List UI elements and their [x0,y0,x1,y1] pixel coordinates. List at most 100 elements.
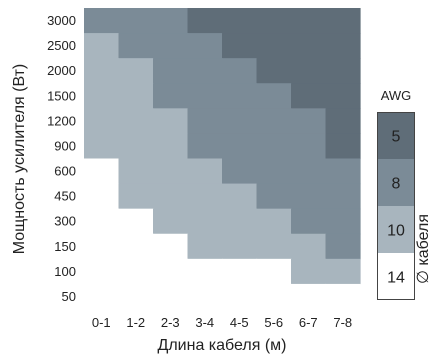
heatmap-cell [187,133,223,160]
heatmap-cell [153,233,189,260]
heatmap-cell [256,258,292,285]
heatmap-cell [291,133,327,160]
heatmap-cell [325,33,361,59]
heatmap-cell [291,258,327,285]
heatmap-cell [187,183,223,210]
heatmap-cell [325,233,361,260]
heatmap-cell [222,8,258,34]
heatmap-cell [256,108,292,135]
heatmap-cell [256,183,292,210]
x-tick-labels: 0-1 1-2 2-3 3-4 4-5 5-6 6-7 7-8 [92,315,352,330]
y-axis-title: Мощность усилителя (Вт) [11,64,28,255]
heatmap-cell [187,8,223,34]
x-tick-label: 3-4 [195,315,214,330]
x-tick-label: 7-8 [333,315,352,330]
heatmap-cell [118,133,154,160]
y-tick-label: 1200 [47,113,76,128]
heatmap-cell [153,258,189,285]
y-tick-label: 100 [54,264,76,279]
y-tick-label: 50 [62,289,76,304]
heatmap-cell [291,8,327,34]
heatmap-cell [84,58,120,84]
x-tick-label: 6-7 [299,315,318,330]
heatmap-cell [187,108,223,135]
heatmap-cell [256,208,292,235]
heatmap-cell [325,158,361,185]
heatmap-cell [84,83,120,109]
x-tick-label: 4-5 [230,315,249,330]
heatmap-cell [187,158,223,185]
heatmap-cell [187,33,223,59]
legend-border [377,112,415,300]
heatmap-cell [222,283,258,310]
heatmap-cell [118,83,154,109]
y-tick-label: 600 [54,164,76,179]
heatmap-cell [256,83,292,109]
heatmap-cell [256,158,292,185]
heatmap-cell [291,183,327,210]
heatmap-cell [153,83,189,109]
heatmap-cell [84,33,120,59]
legend-swatch [377,206,415,253]
heatmap-cell [291,33,327,59]
heatmap-cell [222,233,258,260]
heatmap-cell [118,183,154,210]
y-tick-label: 2000 [47,63,76,78]
heatmap-cell [222,158,258,185]
heatmap-cell [153,58,189,84]
legend-item-label: 10 [387,223,405,240]
x-tick-label: 1-2 [126,315,145,330]
heatmap-cell [153,208,189,235]
heatmap-cell [325,183,361,210]
heatmap-cell [256,33,292,59]
heatmap-cell [222,133,258,160]
heatmap-cell [325,83,361,109]
heatmap-cell [256,8,292,34]
y-tick-label: 150 [54,239,76,254]
heatmap-cell [325,208,361,235]
y-tick-label: 450 [54,189,76,204]
heatmap-cell [291,108,327,135]
heatmap-cell [291,208,327,235]
heatmap-cell [325,108,361,135]
heatmap-cell [84,133,120,160]
heatmap-cell [256,133,292,160]
heatmap-cell [84,8,120,34]
heatmap-cell [118,258,154,285]
legend-swatch [377,112,415,159]
heatmap-cell [153,108,189,135]
heatmap-cell [325,58,361,84]
heatmap-cell [256,283,292,310]
heatmap-cell [84,233,120,260]
legend-swatch [377,253,415,300]
legend-item-label: 14 [387,270,405,287]
heatmap-cell [222,33,258,59]
heatmap-cell [222,108,258,135]
heatmap-cell [84,158,120,185]
legend-item-label: 8 [392,176,401,193]
legend: AWG 5 8 10 14 ∅ кабеля [377,88,432,300]
heatmap-cell [325,283,361,310]
heatmap-cell [118,58,154,84]
legend-swatch [377,159,415,206]
heatmap-cell [187,208,223,235]
heatmap-cell [256,233,292,260]
heatmap-cell [118,108,154,135]
legend-item-label: 5 [392,129,401,146]
heatmap-cell [153,283,189,310]
heatmap-cell [153,33,189,59]
heatmap-cell [222,258,258,285]
x-tick-label: 2-3 [161,315,180,330]
heatmap-cell [153,158,189,185]
heatmap-cell [222,83,258,109]
y-tick-label: 2500 [47,38,76,53]
y-tick-label: 900 [54,138,76,153]
heatmap-cell [187,83,223,109]
y-tick-label: 3000 [47,13,76,28]
y-tick-labels: 3000 2500 2000 1500 1200 900 600 450 300 150 100 50 [47,13,76,304]
heatmap-cell [291,233,327,260]
heatmap-cell [291,283,327,310]
x-tick-label: 5-6 [264,315,283,330]
heatmap-cell [84,283,120,310]
